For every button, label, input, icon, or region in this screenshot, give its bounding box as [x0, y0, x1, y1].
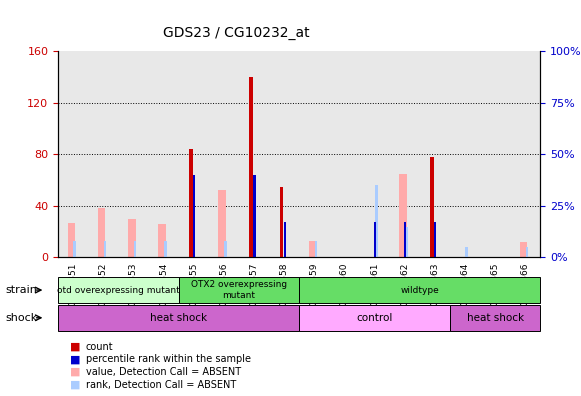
Text: percentile rank within the sample: percentile rank within the sample: [86, 354, 251, 364]
Bar: [520, 242, 528, 257]
Bar: [314, 241, 317, 257]
Text: wildtype: wildtype: [400, 286, 439, 295]
Bar: [73, 241, 76, 257]
Bar: [465, 247, 468, 257]
Bar: [435, 223, 436, 257]
Bar: [193, 175, 195, 257]
Text: strain: strain: [6, 285, 38, 295]
Bar: [224, 241, 227, 257]
Bar: [218, 190, 226, 257]
Bar: [284, 223, 286, 257]
Bar: [103, 241, 106, 257]
Bar: [128, 219, 135, 257]
Bar: [249, 77, 253, 257]
Text: ■: ■: [70, 379, 80, 390]
Bar: [68, 223, 76, 257]
Bar: [158, 224, 166, 257]
Text: ■: ■: [70, 354, 80, 364]
Bar: [134, 241, 137, 257]
Bar: [309, 241, 317, 257]
Bar: [253, 175, 256, 257]
Text: heat shock: heat shock: [150, 313, 207, 323]
Bar: [98, 208, 106, 257]
Bar: [164, 241, 167, 257]
Text: control: control: [356, 313, 393, 323]
Text: GDS23 / CG10232_at: GDS23 / CG10232_at: [163, 26, 309, 40]
Text: ■: ■: [70, 367, 80, 377]
Text: ■: ■: [70, 341, 80, 352]
Bar: [399, 174, 407, 257]
Text: OTX2 overexpressing
mutant: OTX2 overexpressing mutant: [191, 280, 287, 300]
Bar: [279, 187, 284, 257]
Text: shock: shock: [6, 313, 38, 323]
Bar: [375, 185, 378, 257]
Bar: [189, 149, 193, 257]
Bar: [526, 247, 528, 257]
Bar: [405, 227, 408, 257]
Text: rank, Detection Call = ABSENT: rank, Detection Call = ABSENT: [86, 379, 236, 390]
Text: heat shock: heat shock: [467, 313, 523, 323]
Bar: [404, 223, 406, 257]
Text: otd overexpressing mutant: otd overexpressing mutant: [57, 286, 180, 295]
Bar: [431, 157, 434, 257]
Text: value, Detection Call = ABSENT: value, Detection Call = ABSENT: [86, 367, 241, 377]
Text: count: count: [86, 341, 114, 352]
Bar: [374, 223, 376, 257]
